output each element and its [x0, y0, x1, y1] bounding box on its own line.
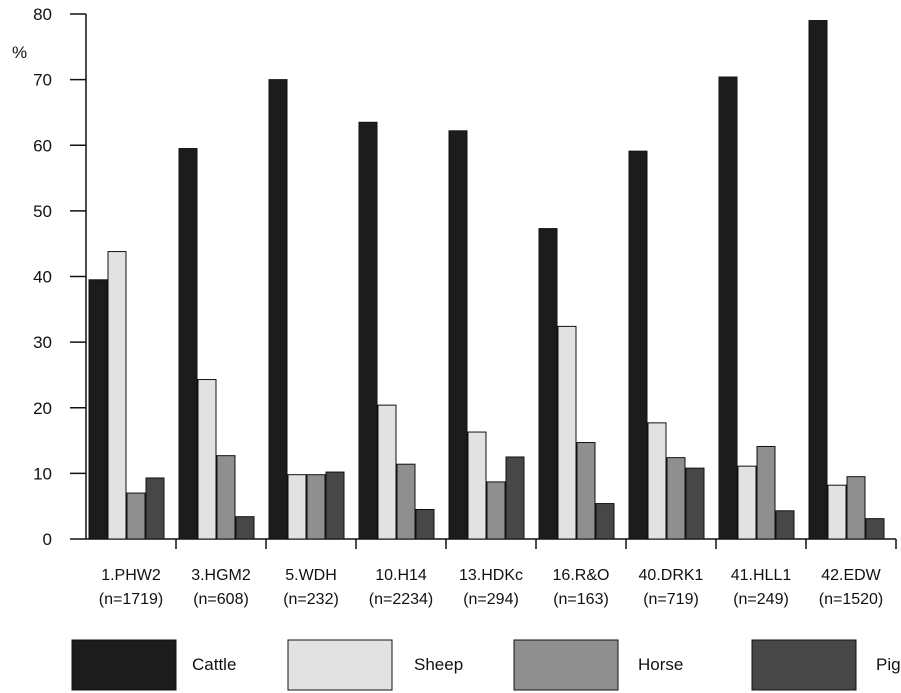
bar-sheep-2: [197, 379, 217, 540]
y-axis-ticks: 0 10 20 30 40 50 60 70 80: [33, 5, 86, 549]
x-category-count: (n=719): [643, 591, 699, 608]
bar-sheep-1: [107, 251, 127, 540]
legend-swatch-pig: [751, 639, 857, 691]
x-category-count: (n=294): [463, 591, 519, 608]
bar-horse-8: [756, 445, 776, 540]
bar-pig-6: [595, 503, 615, 540]
bar-cattle-7: [628, 150, 648, 540]
bar-sheep-7: [647, 422, 667, 540]
x-category-count: (n=163): [553, 591, 609, 608]
bar-cattle-9: [808, 20, 828, 540]
y-tick-label: 20: [33, 399, 52, 418]
legend-label-sheep: Sheep: [414, 655, 463, 674]
x-category-label: 13.HDKc: [459, 567, 523, 584]
x-category-label: 3.HGM2: [191, 567, 251, 584]
y-tick-label: 50: [33, 202, 52, 221]
bar-pig-5: [505, 456, 525, 540]
bar-pig-9: [865, 518, 885, 540]
x-category-label: 42.EDW: [821, 567, 881, 584]
y-tick-label: 10: [33, 464, 52, 483]
bar-sheep-5: [467, 431, 487, 540]
bar-sheep-4: [377, 404, 397, 540]
bar-sheep-6: [557, 325, 577, 540]
bars: [88, 20, 885, 540]
bar-horse-6: [576, 442, 596, 540]
y-axis-label: %: [12, 43, 27, 62]
x-axis-labels: 1.PHW2 (n=1719) 3.HGM2 (n=608) 5.WDH (n=232) 1…: [99, 567, 884, 608]
bar-cattle-6: [538, 228, 558, 540]
y-tick-label: 0: [43, 530, 52, 549]
bar-sheep-9: [827, 484, 847, 540]
legend-swatch-horse: [513, 639, 619, 691]
bar-horse-2: [216, 455, 236, 540]
bar-pig-8: [775, 510, 795, 540]
bar-horse-4: [396, 463, 416, 540]
x-category-label: 1.PHW2: [101, 567, 161, 584]
bar-horse-1: [126, 492, 146, 540]
bar-pig-7: [685, 467, 705, 540]
bar-cattle-4: [358, 121, 378, 540]
y-tick-label: 60: [33, 136, 52, 155]
legend: Cattle Sheep Horse Pig: [71, 639, 901, 691]
bar-horse-5: [486, 481, 506, 540]
x-category-count: (n=249): [733, 591, 789, 608]
x-category-label: 41.HLL1: [731, 567, 792, 584]
x-category-count: (n=1719): [99, 591, 164, 608]
y-tick-label: 80: [33, 5, 52, 24]
x-category-count: (n=232): [283, 591, 339, 608]
bar-horse-9: [846, 476, 866, 540]
bar-pig-2: [235, 516, 255, 540]
bar-cattle-1: [88, 279, 108, 540]
y-tick-label: 30: [33, 333, 52, 352]
bar-pig-4: [415, 508, 435, 540]
legend-swatch-cattle: [71, 639, 177, 691]
x-category-count: (n=2234): [369, 591, 434, 608]
y-tick-label: 70: [33, 71, 52, 90]
legend-label-horse: Horse: [638, 655, 683, 674]
bar-horse-3: [306, 474, 326, 540]
x-category-label: 16.R&O: [553, 567, 610, 584]
bar-cattle-5: [448, 130, 468, 540]
y-tick-label: 40: [33, 268, 52, 287]
x-category-label: 40.DRK1: [639, 567, 704, 584]
bar-pig-1: [145, 477, 165, 540]
bar-cattle-8: [718, 76, 738, 540]
bar-sheep-3: [287, 474, 307, 540]
bar-cattle-3: [268, 79, 288, 540]
legend-label-cattle: Cattle: [192, 655, 236, 674]
bar-pig-3: [325, 471, 345, 540]
x-category-label: 10.H14: [375, 567, 427, 584]
x-category-label: 5.WDH: [285, 567, 337, 584]
legend-swatch-sheep: [287, 639, 393, 691]
legend-label-pig: Pig: [876, 655, 901, 674]
bar-sheep-8: [737, 465, 757, 540]
x-category-count: (n=1520): [819, 591, 884, 608]
bar-cattle-2: [178, 148, 198, 540]
bar-horse-7: [666, 457, 686, 540]
x-category-count: (n=608): [193, 591, 249, 608]
